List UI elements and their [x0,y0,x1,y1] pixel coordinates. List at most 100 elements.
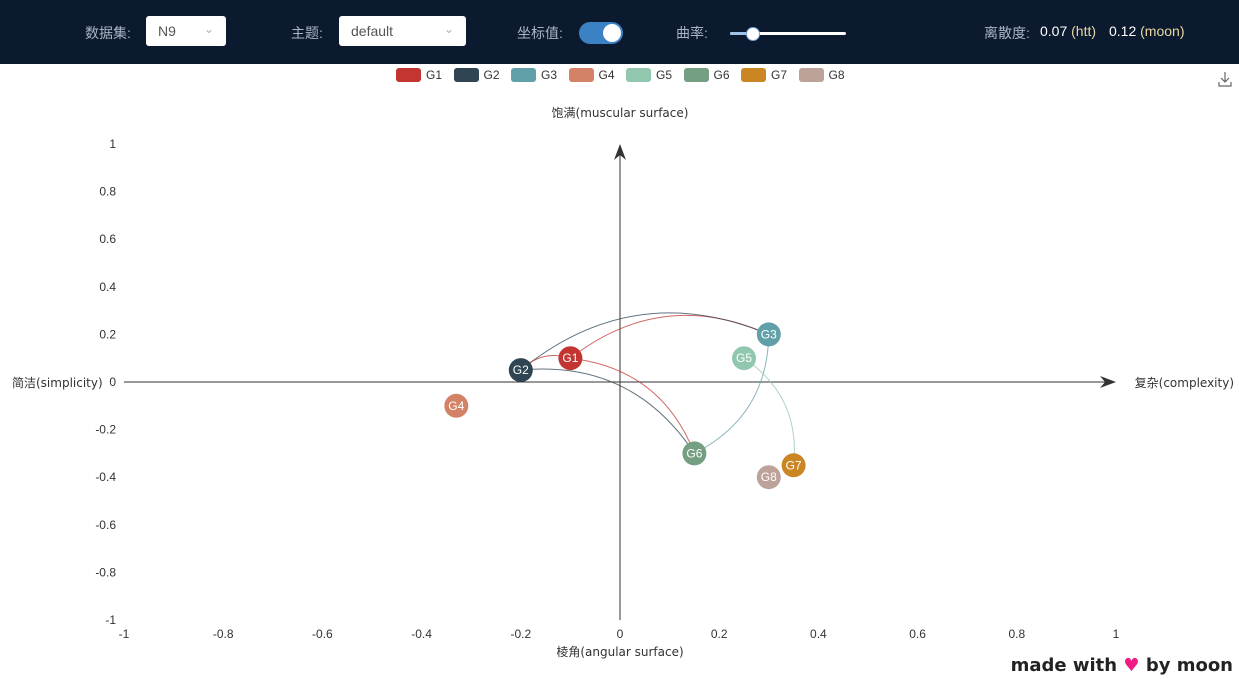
x-tick-label: 0.8 [1008,627,1025,641]
y-tick-label: 1 [109,137,116,151]
y-tick-label: -0.6 [95,518,116,532]
y-tick-label: 0.8 [99,185,116,199]
y-tick-label: -0.4 [95,470,116,484]
footer-text-after: by moon [1145,655,1233,676]
axis-label-bottom: 棱角(angular surface) [556,644,683,659]
chevron-down-icon: ⌄ [443,22,454,36]
y-tick-label: 0.6 [99,232,116,246]
coord-toggle[interactable] [579,22,623,44]
legend-item-g8[interactable]: G8 [798,68,845,82]
axis-label-left: 简洁(simplicity) [12,376,103,390]
data-point-label: G8 [761,470,777,484]
curvature-slider-thumb[interactable] [746,27,760,41]
dataset-select-value: N9 [158,23,176,39]
data-point-label: G4 [448,399,464,413]
y-tick-label: -0.8 [95,565,116,579]
legend-swatch [453,68,479,82]
toggle-knob [603,24,621,42]
theme-select-value: default [351,23,394,39]
legend-label: G5 [656,68,673,82]
curvature-slider-fill [730,32,752,35]
data-point-g1 [558,346,583,371]
y-tick-label: -0.2 [95,423,116,437]
dataset-select[interactable]: N9 ⌄ [146,16,226,46]
x-tick-label: -0.4 [411,627,432,641]
x-tick-label: 0.4 [810,627,827,641]
curvature-label: 曲率: [676,25,708,41]
legend-label: G3 [541,68,558,82]
legend-label: G1 [426,68,443,82]
theme-select[interactable]: default ⌄ [339,16,466,46]
legend-label: G4 [598,68,615,82]
y-tick-label: 0.4 [99,280,116,294]
legend-swatch [568,68,594,82]
dispersion-moon-value: 0.12 [1109,23,1137,39]
x-tick-label: 0.2 [711,627,728,641]
link-curve [520,312,769,371]
curvature-slider-track[interactable] [730,32,846,35]
legend-swatch [798,68,824,82]
y-tick-label: -1 [105,613,116,627]
top-toolbar: 数据集: N9 ⌄ 主题: default ⌄ 坐标值: 曲率: 离散度: 0.… [0,0,1239,64]
x-axis-arrow [1100,376,1116,388]
link-curve [520,368,695,454]
data-point-label: G7 [786,458,802,472]
legend-item-g3[interactable]: G3 [511,68,557,82]
data-point-g7 [781,453,806,478]
data-point-label: G5 [736,351,752,365]
data-point-g2 [508,358,533,383]
legend-label: G8 [828,68,845,82]
legend-swatch [511,68,536,82]
data-point-label: G1 [562,351,578,365]
data-point-g5 [732,346,756,371]
legend-item-g6[interactable]: G6 [683,68,730,82]
axis-label-top: 饱满(muscular surface) [552,105,689,120]
chevron-down-icon: ⌄ [203,22,214,36]
coord-label: 坐标值: [517,25,563,41]
dispersion-label: 离散度: [984,25,1030,41]
data-point-label: G6 [686,446,702,460]
legend-item-g7[interactable]: G7 [741,68,787,82]
legend-item-g5[interactable]: G5 [626,68,672,82]
x-tick-label: -0.2 [510,627,531,641]
link-curve [570,357,695,454]
x-tick-label: -0.6 [312,627,333,641]
x-tick-label: -0.8 [213,627,234,641]
footer-credit: made with ♥ by moon [1011,655,1233,676]
legend-swatch [741,68,766,82]
legend-item-g4[interactable]: G4 [568,68,615,82]
dispersion-htt-value: 0.07 [1040,23,1068,39]
data-point-label: G3 [761,327,777,341]
data-point-g4 [444,393,469,418]
x-tick-label: 0 [617,627,624,641]
legend-item-g1[interactable]: G1 [396,68,442,82]
x-tick-label: 0.6 [909,627,926,641]
legend-label: G7 [771,68,788,82]
link-curve [743,357,795,466]
legend-item-g2[interactable]: G2 [453,68,500,82]
heart-icon: ♥ [1123,655,1140,676]
dispersion-htt-tag: (htt) [1071,23,1097,39]
y-axis-arrow [614,144,626,160]
dispersion-htt: 0.07 (htt) [1040,23,1096,39]
dispersion-moon: 0.12 (moon) [1109,23,1185,39]
theme-label: 主题: [291,25,323,41]
footer-text-before: made with [1010,655,1118,676]
legend-swatch [396,68,421,82]
link-curve [694,334,770,454]
data-point-label: G2 [513,363,529,377]
data-point-g3 [756,322,781,347]
legend-swatch [626,68,651,82]
legend-label: G2 [483,68,500,82]
dispersion-moon-tag: (moon) [1140,23,1185,39]
y-tick-label: 0.2 [99,327,116,341]
y-tick-label: 0 [109,375,116,389]
x-tick-label: 1 [1113,627,1120,641]
data-point-g8 [756,465,781,490]
dataset-label: 数据集: [85,25,131,41]
axis-label-right: 复杂(complexity) [1135,376,1234,390]
x-tick-label: -1 [119,627,130,641]
legend-swatch [683,68,709,82]
download-icon[interactable] [1216,70,1234,88]
